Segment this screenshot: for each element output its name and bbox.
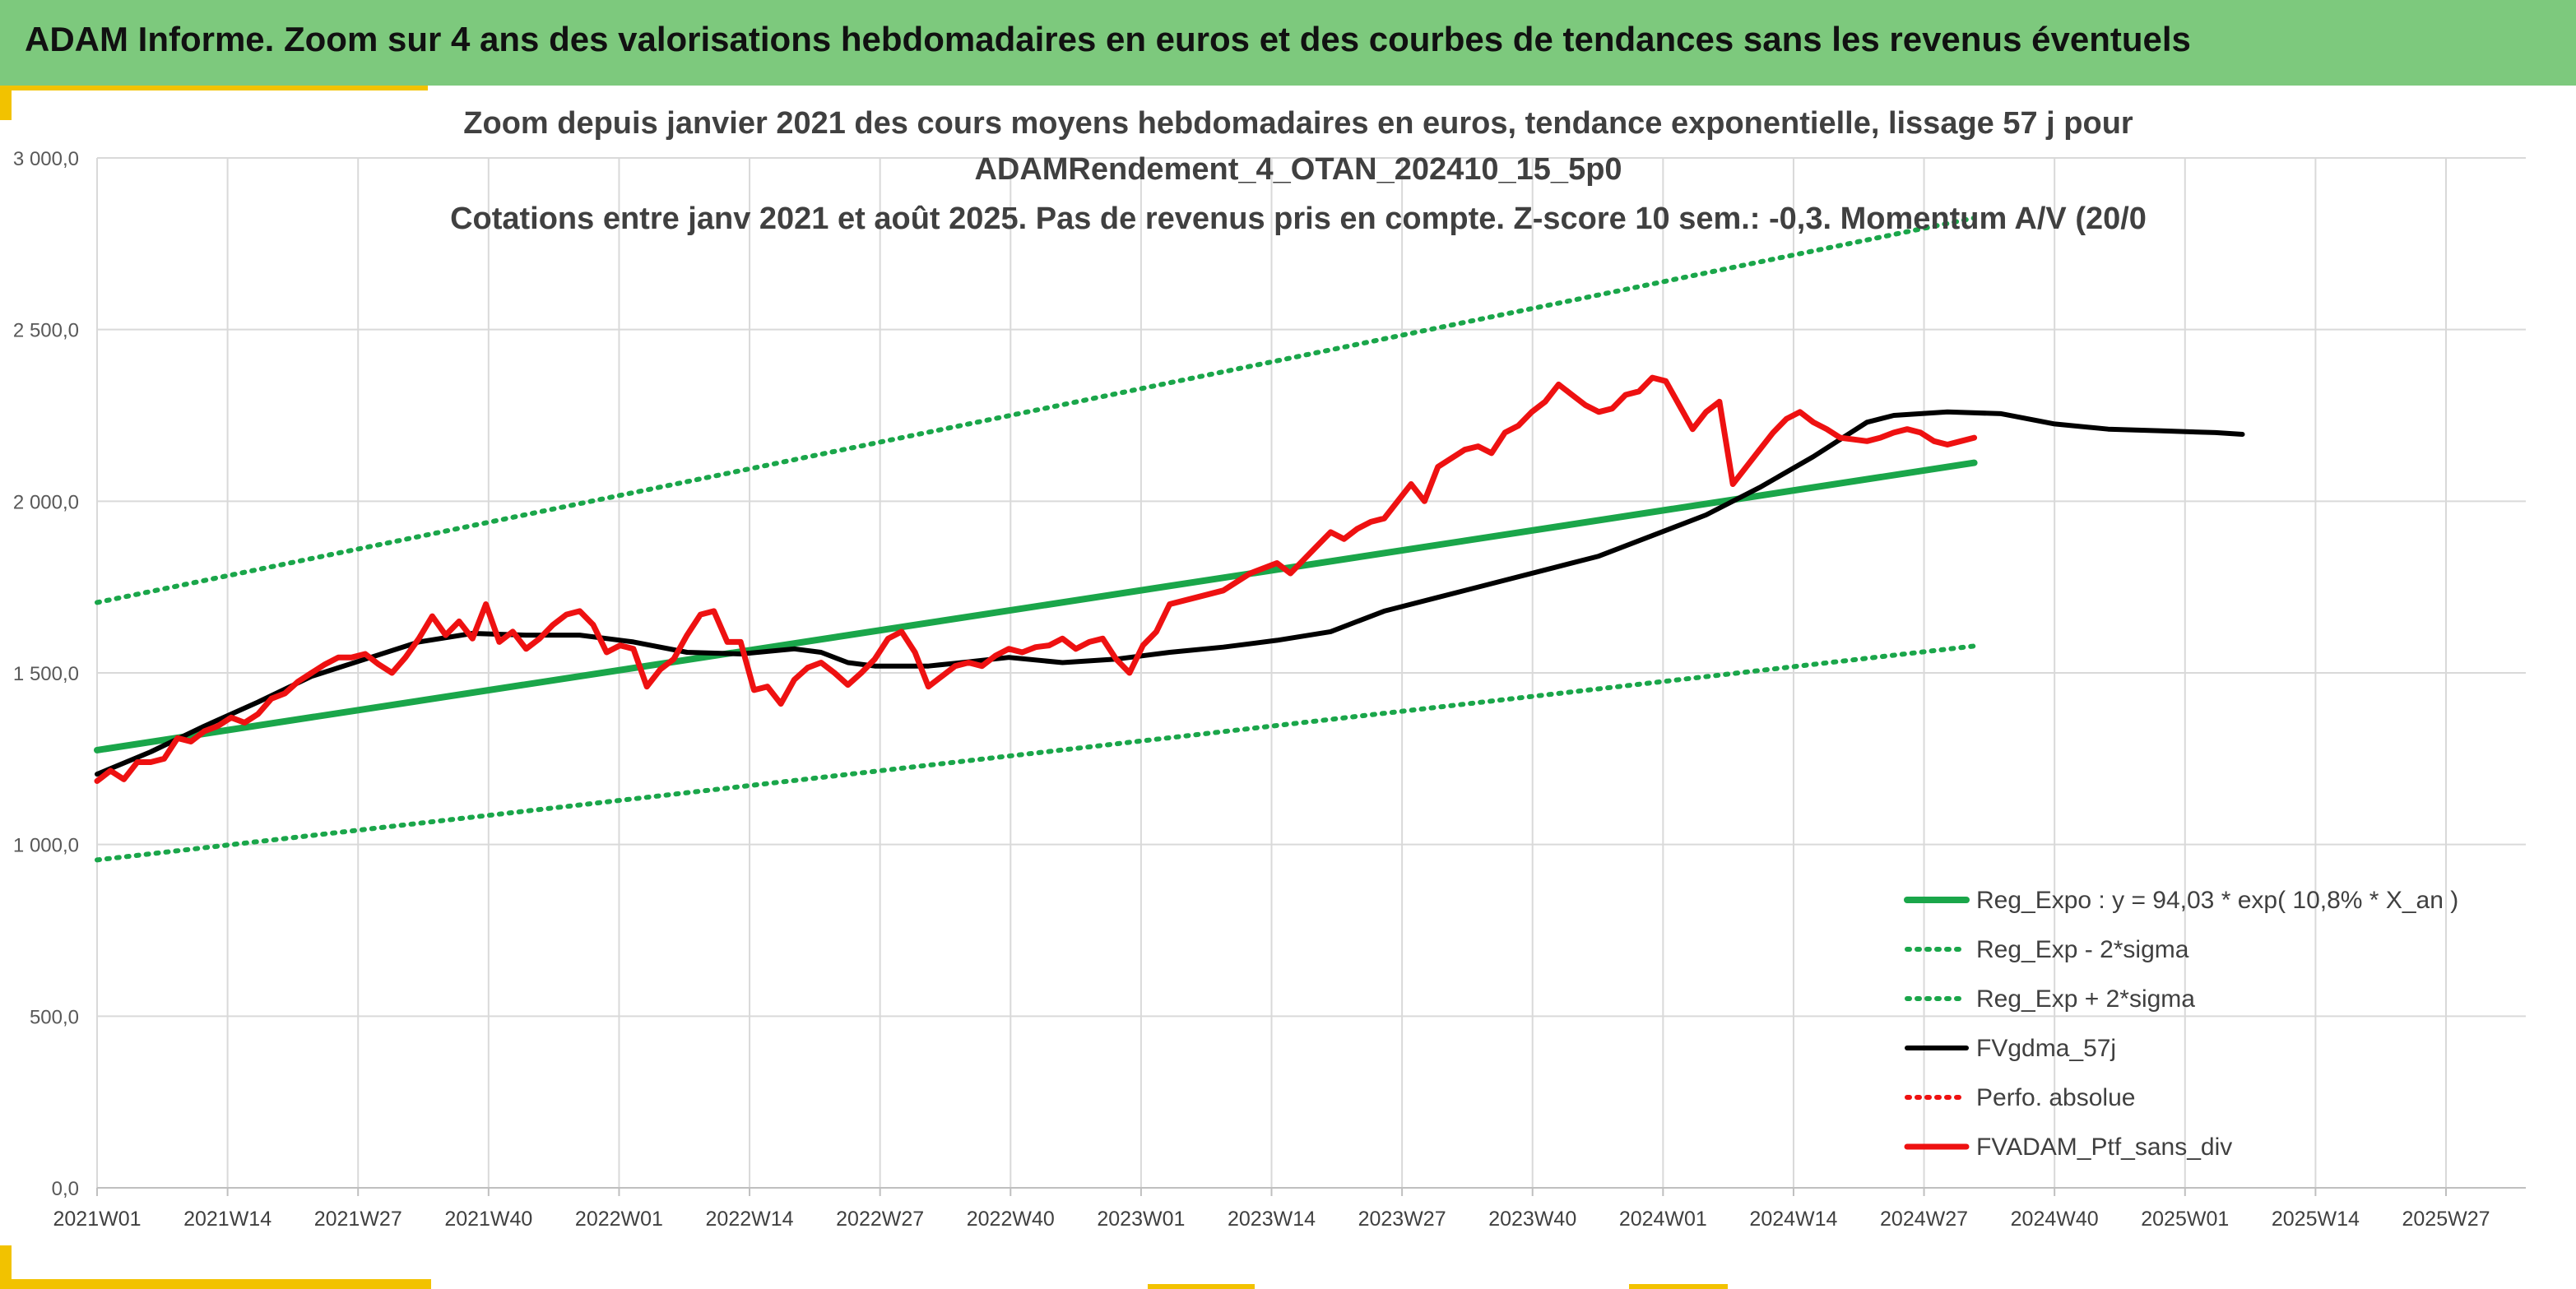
x-tick-label: 2021W01 bbox=[53, 1208, 141, 1231]
legend-label: FVgdma_57j bbox=[1976, 1035, 2116, 1062]
x-tick-label: 2023W01 bbox=[1097, 1208, 1185, 1231]
x-tick-label: 2022W14 bbox=[706, 1208, 794, 1231]
chart-title-line: ADAMRendement_4_OTAN_202410_15_5p0 bbox=[974, 152, 1622, 187]
chart-title: Zoom depuis janvier 2021 des cours moyen… bbox=[450, 106, 2147, 236]
legend: Reg_Expo : y = 94,03 * exp( 10,8% * X_an… bbox=[1904, 887, 2458, 1161]
series-lines bbox=[94, 216, 2245, 863]
legend-label: Perfo. absolue bbox=[1976, 1084, 2135, 1111]
series-line-2 bbox=[95, 216, 1977, 605]
accent-bottom-mid bbox=[1148, 1284, 1255, 1289]
x-tick-label: 2022W27 bbox=[836, 1208, 924, 1231]
grid bbox=[96, 157, 2526, 1189]
series-line-3 bbox=[95, 409, 2245, 777]
legend-label: Reg_Exp - 2*sigma bbox=[1976, 936, 2189, 963]
series-line-0 bbox=[94, 459, 1978, 753]
x-tick-label: 2025W14 bbox=[2272, 1208, 2360, 1231]
accent-bottom-right bbox=[1629, 1284, 1728, 1289]
series-line-5 bbox=[94, 374, 1978, 784]
x-tick-label: 2023W40 bbox=[1488, 1208, 1576, 1231]
axes: 0,0 500,0 1 000,0 1 500,0 2 000,0 2 500,0 3 00… bbox=[13, 148, 2526, 1231]
y-tick-label: 1 000,0 bbox=[13, 835, 79, 857]
x-tick-label: 2023W27 bbox=[1358, 1208, 1446, 1231]
x-tick-label: 2025W27 bbox=[2402, 1208, 2490, 1231]
accent-top-left bbox=[0, 86, 428, 90]
series-line-1 bbox=[95, 643, 1977, 863]
x-tick-label: 2024W27 bbox=[1880, 1208, 1968, 1231]
legend-label: Reg_Expo : y = 94,03 * exp( 10,8% * X_an… bbox=[1976, 887, 2458, 914]
y-tick-label: 0,0 bbox=[52, 1178, 79, 1200]
page-title: ADAM Informe. Zoom sur 4 ans des valoris… bbox=[25, 20, 2191, 58]
accent-bottom-left bbox=[0, 1279, 431, 1289]
x-tick-label: 2024W40 bbox=[2011, 1208, 2099, 1231]
x-tick-label: 2022W40 bbox=[967, 1208, 1055, 1231]
y-tick-label: 1 500,0 bbox=[13, 663, 79, 685]
header-banner: ADAM Informe. Zoom sur 4 ans des valoris… bbox=[0, 0, 2576, 86]
legend-label: Reg_Exp + 2*sigma bbox=[1976, 985, 2195, 1013]
y-tick-label: 500,0 bbox=[30, 1006, 79, 1028]
x-tick-label: 2024W14 bbox=[1749, 1208, 1837, 1231]
x-tick-label: 2024W01 bbox=[1619, 1208, 1707, 1231]
accent-left-edge-bottom bbox=[0, 1245, 12, 1289]
x-tick-label: 2023W14 bbox=[1228, 1208, 1316, 1231]
legend-label: FVADAM_Ptf_sans_div bbox=[1976, 1134, 2232, 1161]
x-tick-label: 2021W27 bbox=[314, 1208, 402, 1231]
chart-title-line: Zoom depuis janvier 2021 des cours moyen… bbox=[463, 106, 2133, 141]
y-tick-label: 2 000,0 bbox=[13, 491, 79, 513]
accent-left-edge-top bbox=[0, 86, 12, 120]
chart-title-line: Cotations entre janv 2021 et août 2025. … bbox=[450, 202, 2147, 236]
x-tick-label: 2025W01 bbox=[2141, 1208, 2229, 1231]
x-tick-label: 2022W01 bbox=[575, 1208, 663, 1231]
x-tick-label: 2021W14 bbox=[183, 1208, 272, 1231]
y-tick-label: 2 500,0 bbox=[13, 320, 79, 342]
x-tick-label: 2021W40 bbox=[444, 1208, 532, 1231]
y-tick-label: 3 000,0 bbox=[13, 148, 79, 170]
